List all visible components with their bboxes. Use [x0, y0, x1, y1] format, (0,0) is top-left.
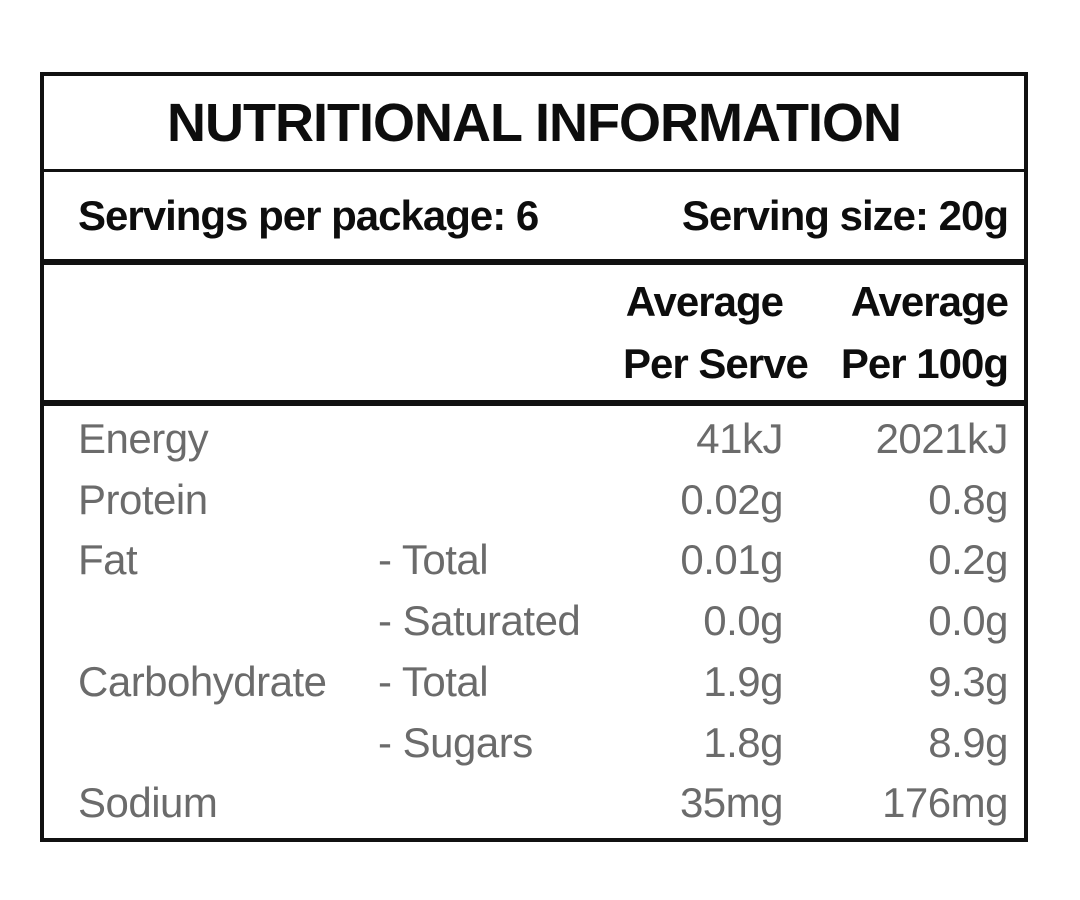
nutrient-name: Energy — [78, 414, 209, 462]
value-per-serve: 1.8g — [703, 718, 783, 766]
panel-title: NUTRITIONAL INFORMATION — [167, 92, 902, 153]
nutrient-table-body: Energy 41kJ 2021kJ Protein 0.02g 0.8g Fa… — [44, 406, 1024, 838]
nutrient-name: Fat — [78, 536, 138, 584]
table-row-sodium: Sodium 35mg 176mg — [44, 773, 1024, 833]
value-per-serve: 0.01g — [680, 536, 783, 584]
value-per-100g: 0.0g — [928, 597, 1008, 644]
value-per-serve: 0.0g — [703, 597, 783, 644]
value-per-serve: 1.9g — [703, 657, 783, 705]
column-header-per-100g-line2: Per 100g — [840, 339, 1009, 387]
nutrient-sub: - Total — [378, 536, 489, 584]
column-header-section: Average Per Serve Average Per 100g — [44, 265, 1024, 406]
value-per-100g: 0.2g — [928, 536, 1008, 584]
servings-per-package: Servings per package: 6 — [78, 191, 539, 239]
value-per-100g: 0.8g — [928, 475, 1008, 523]
value-per-100g: 9.3g — [928, 657, 1008, 705]
nutrient-sub: - Sugars — [378, 718, 533, 766]
nutrient-sub: - Total — [378, 657, 489, 705]
column-header-per-100g: Average Per 100g — [783, 271, 1009, 395]
nutrient-name: Protein — [78, 475, 208, 523]
column-header-per-serve: Average Per Serve — [623, 271, 809, 395]
column-header-per-serve-line2: Per Serve — [623, 339, 809, 387]
table-row-fat-saturated: - Saturated 0.0g 0.0g — [44, 591, 1024, 651]
nutrient-sub: - Saturated — [378, 597, 581, 644]
nutrition-panel: NUTRITIONAL INFORMATION Servings per pac… — [40, 72, 1028, 842]
value-per-serve: 41kJ — [696, 414, 783, 462]
table-row-fat-total: Fat - Total 0.01g 0.2g — [44, 530, 1024, 590]
column-header-per-serve-line1: Average — [625, 277, 784, 325]
value-per-serve: 35mg — [679, 779, 784, 827]
table-row-carbohydrate-total: Carbohydrate - Total 1.9g 9.3g — [44, 652, 1024, 712]
nutrient-name: Carbohydrate — [78, 657, 327, 705]
serving-info-section: Servings per package: 6 Serving size: 20… — [44, 172, 1024, 265]
title-section: NUTRITIONAL INFORMATION — [44, 76, 1024, 172]
nutrient-name: Sodium — [78, 779, 218, 827]
value-per-100g: 8.9g — [928, 718, 1008, 766]
column-header-per-100g-line1: Average — [850, 277, 1009, 325]
table-row-carbohydrate-sugars: - Sugars 1.8g 8.9g — [44, 713, 1024, 773]
value-per-serve: 0.02g — [680, 475, 783, 523]
serving-size: Serving size: 20g — [681, 191, 1009, 239]
table-row-energy: Energy 41kJ 2021kJ — [44, 409, 1024, 469]
value-per-100g: 176mg — [882, 779, 1008, 827]
table-row-protein: Protein 0.02g 0.8g — [44, 470, 1024, 530]
value-per-100g: 2021kJ — [875, 414, 1009, 462]
